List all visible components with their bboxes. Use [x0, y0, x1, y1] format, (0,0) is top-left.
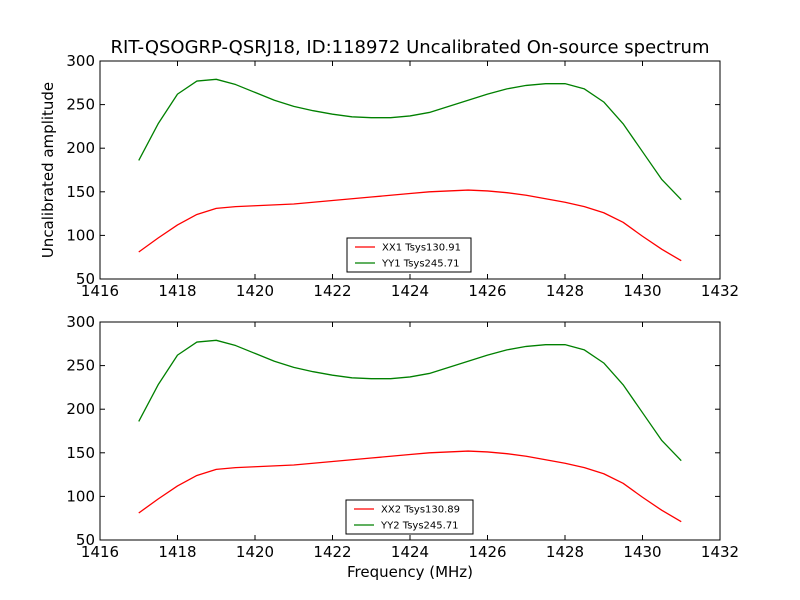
legend-entry: XX2 Tsys130.89 [381, 505, 460, 516]
legend: XX1 Tsys130.91 YY1 Tsys245.71 [346, 237, 472, 273]
y-tick-label: 250 [66, 357, 95, 375]
legend-box [346, 237, 472, 273]
figure-title: RIT-QSOGRP-QSRJ18, ID:118972 Uncalibrate… [111, 37, 710, 58]
y-tick-label: 100 [66, 487, 95, 505]
y-tick-label: 150 [66, 183, 95, 201]
y-tick-label: 200 [66, 400, 95, 418]
x-tick-label: 1416 [81, 543, 119, 561]
series-line-1 [138, 450, 682, 523]
legend-box [345, 499, 474, 535]
legend-entry: YY2 Tsys245.71 [380, 521, 459, 532]
y-tick-label: 150 [66, 444, 95, 462]
series-line-2 [138, 78, 682, 201]
x-tick-label: 1418 [158, 282, 196, 300]
x-tick-label: 1424 [391, 282, 429, 300]
x-axis-label: Frequency (MHz) [347, 563, 473, 581]
x-tick-label: 1420 [236, 543, 274, 561]
x-tick-label: 1424 [391, 543, 429, 561]
y-tick-label: 250 [66, 96, 95, 114]
bottom-panel: Frequency (MHz) 1416 1418 1420 1422 1424 1426… [66, 313, 739, 581]
y-tick-label: 50 [76, 270, 95, 288]
legend: XX2 Tsys130.89 YY2 Tsys245.71 [345, 499, 474, 535]
y-tick-label: 50 [76, 531, 95, 549]
x-tick-label: 1420 [236, 282, 274, 300]
x-tick-label: 1430 [623, 543, 661, 561]
x-tick-label: 1430 [623, 282, 661, 300]
x-tick-label: 1422 [313, 543, 351, 561]
x-tick-label: 1428 [546, 282, 584, 300]
x-tick-label: 1432 [701, 543, 739, 561]
y-tick-label: 200 [66, 139, 95, 157]
legend-entry: XX1 Tsys130.91 [382, 243, 461, 254]
series-line-2 [138, 339, 682, 462]
top-panel: Uncalibrated amplitude 1416 1418 1420 1422 1… [39, 52, 739, 300]
x-tick-label: 1432 [701, 282, 739, 300]
x-tick-label: 1426 [468, 282, 506, 300]
x-tick-label: 1426 [468, 543, 506, 561]
y-tick-label: 100 [66, 226, 95, 244]
x-tick-label: 1422 [313, 282, 351, 300]
y-axis-label: Uncalibrated amplitude [39, 82, 57, 258]
y-tick-label: 300 [66, 313, 95, 331]
legend-entry: YY1 Tsys245.71 [381, 259, 460, 270]
series-line-1 [138, 189, 682, 262]
y-tick-label: 300 [66, 52, 95, 70]
x-tick-label: 1428 [546, 543, 584, 561]
x-tick-label: 1416 [81, 282, 119, 300]
x-tick-label: 1418 [158, 543, 196, 561]
